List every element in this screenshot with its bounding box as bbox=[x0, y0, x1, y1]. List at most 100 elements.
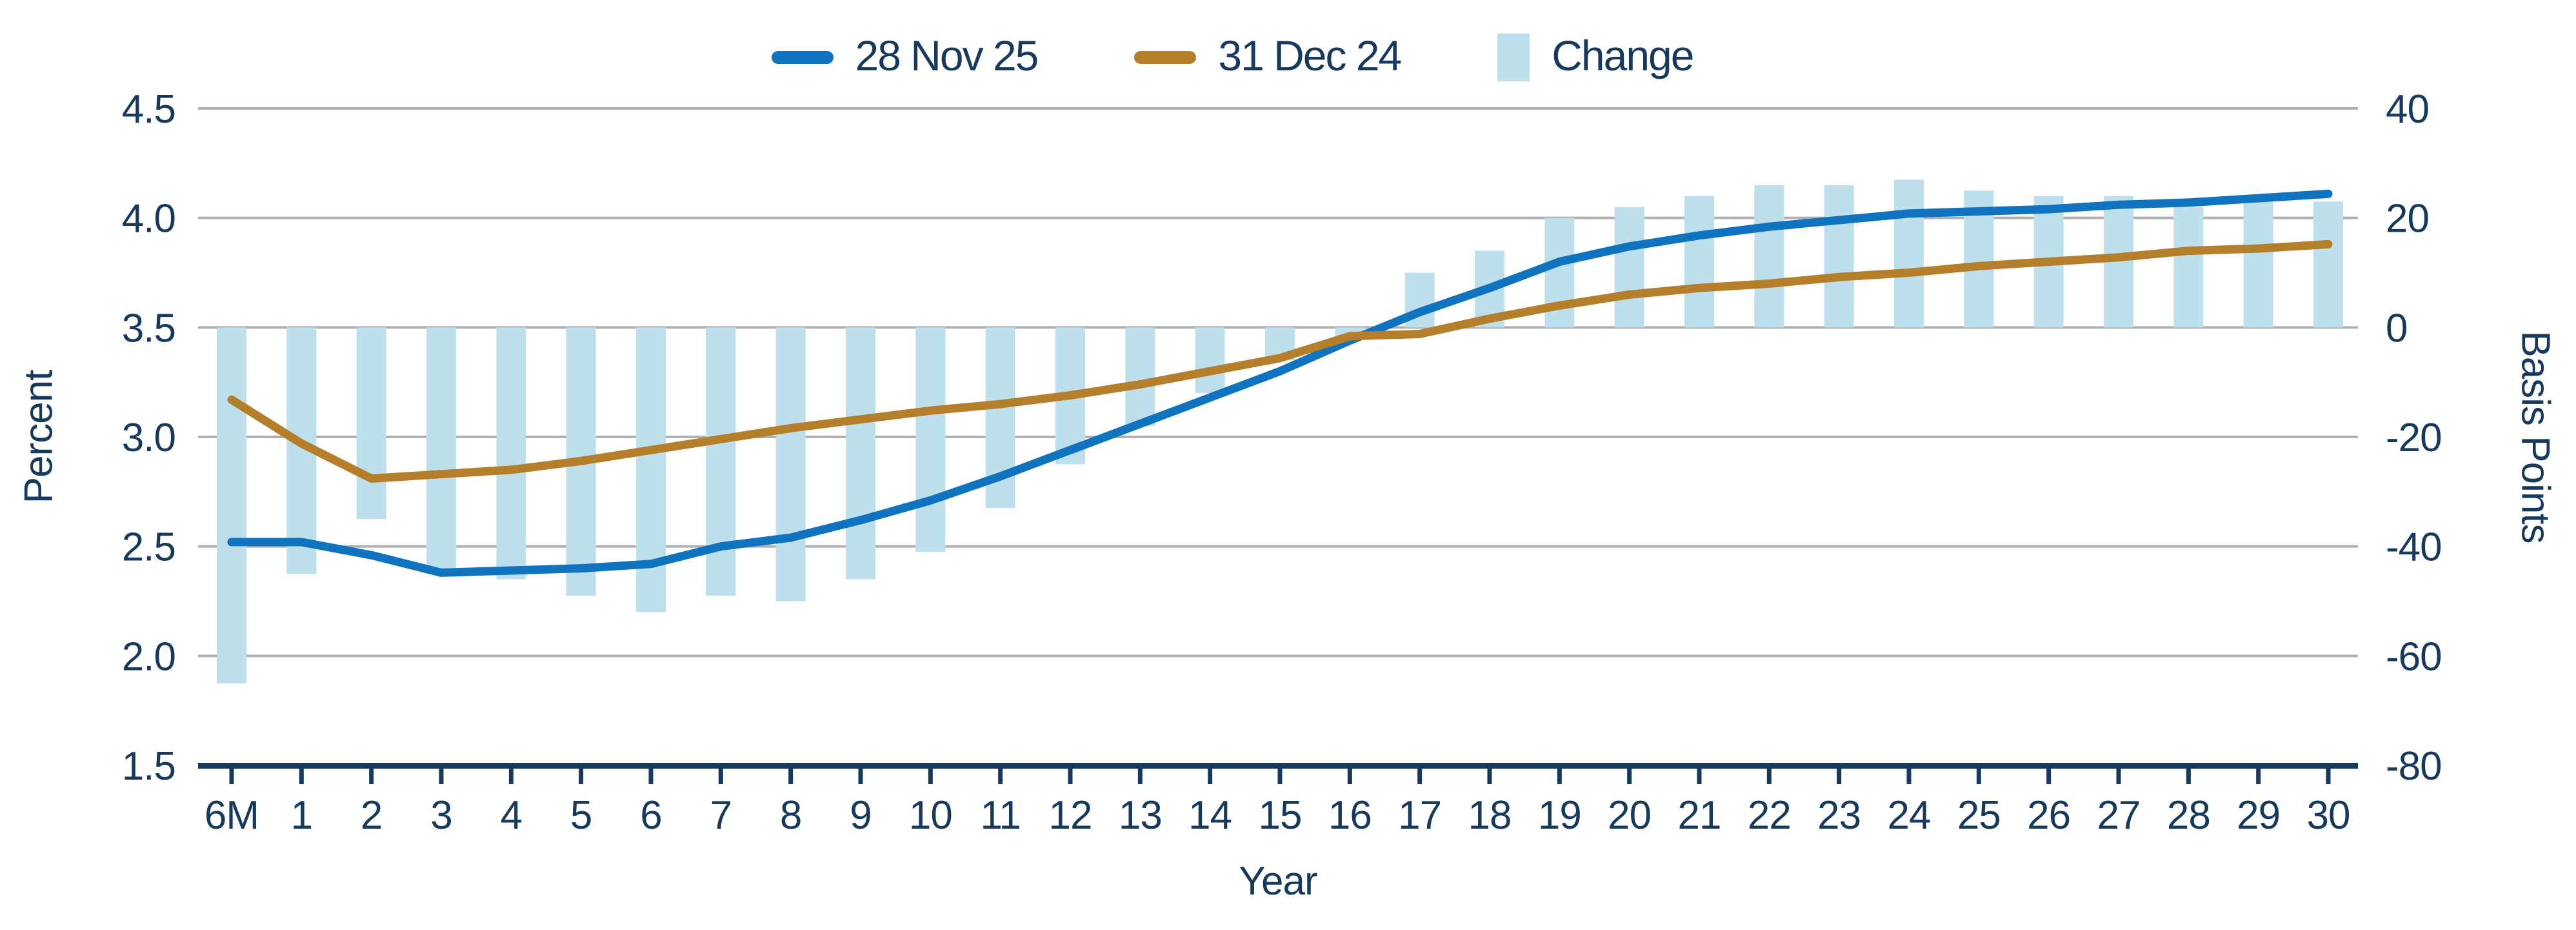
change-bar bbox=[496, 327, 526, 580]
x-tick-label: 30 bbox=[2307, 793, 2350, 838]
x-tick-label: 7 bbox=[710, 793, 732, 838]
change-bar bbox=[2173, 207, 2204, 328]
change-bar bbox=[706, 327, 736, 596]
change-bar bbox=[1195, 327, 1225, 394]
change-bar bbox=[356, 327, 386, 520]
change-bar bbox=[775, 327, 806, 601]
left-axis-tick-label: 4.0 bbox=[122, 197, 175, 241]
x-tick-label: 20 bbox=[1608, 793, 1651, 838]
x-tick-label: 15 bbox=[1259, 793, 1302, 838]
x-tick-mark bbox=[508, 769, 514, 784]
x-tick-label: 27 bbox=[2097, 793, 2141, 838]
x-tick-label: 13 bbox=[1119, 793, 1162, 838]
legend-line-swatch-31-dec-24 bbox=[1134, 51, 1197, 64]
x-tick-label: 3 bbox=[430, 793, 452, 838]
x-tick-mark bbox=[1837, 769, 1842, 784]
right-axis-title: Basis Points bbox=[2513, 330, 2558, 543]
x-tick-mark bbox=[2116, 769, 2121, 784]
right-axis-tick-label: 0 bbox=[2386, 306, 2407, 350]
x-axis-line bbox=[198, 763, 2358, 769]
x-tick-label: 2 bbox=[361, 793, 382, 838]
change-bar bbox=[846, 327, 875, 580]
x-tick-mark bbox=[928, 769, 933, 784]
x-tick-mark bbox=[1208, 769, 1213, 784]
x-tick-mark bbox=[1627, 769, 1632, 784]
x-tick-mark bbox=[1347, 769, 1352, 784]
x-tick-mark bbox=[2186, 769, 2191, 784]
x-tick-label: 29 bbox=[2237, 793, 2280, 838]
change-bar bbox=[1614, 207, 1644, 328]
x-tick-mark bbox=[2326, 769, 2331, 784]
x-tick-label: 10 bbox=[909, 793, 952, 838]
x-tick-label: 25 bbox=[1957, 793, 2001, 838]
left-axis-tick-label: 3.5 bbox=[122, 306, 175, 350]
x-tick-label: 21 bbox=[1678, 793, 1721, 838]
x-tick-label: 1 bbox=[291, 793, 312, 838]
x-tick-mark bbox=[648, 769, 654, 784]
change-bar bbox=[2313, 201, 2343, 328]
line-28-nov-25 bbox=[227, 189, 2333, 577]
x-tick-label: 24 bbox=[1888, 793, 1931, 838]
x-tick-label: 19 bbox=[1538, 793, 1581, 838]
change-bar bbox=[426, 327, 456, 574]
x-tick-label: 22 bbox=[1748, 793, 1791, 838]
x-tick-mark bbox=[1766, 769, 1772, 784]
x-tick-mark bbox=[1417, 769, 1423, 784]
x-tick-mark bbox=[1487, 769, 1492, 784]
x-tick-label: 5 bbox=[570, 793, 592, 838]
right-axis-tick-label: -80 bbox=[2386, 744, 2442, 789]
x-tick-label: 12 bbox=[1049, 793, 1092, 838]
x-tick-mark bbox=[229, 769, 234, 784]
x-tick-mark bbox=[1906, 769, 1912, 784]
x-tick-mark bbox=[439, 769, 444, 784]
x-tick-mark bbox=[1068, 769, 1073, 784]
x-tick-mark bbox=[2046, 769, 2052, 784]
change-bar bbox=[2243, 201, 2273, 328]
x-tick-mark bbox=[1697, 769, 1702, 784]
left-axis-tick-label: 2.0 bbox=[122, 634, 175, 679]
x-tick-label: 18 bbox=[1468, 793, 1512, 838]
x-tick-mark bbox=[2256, 769, 2261, 784]
x-tick-label: 16 bbox=[1328, 793, 1372, 838]
x-tick-label: 26 bbox=[2027, 793, 2070, 838]
x-axis-title: Year bbox=[1239, 859, 1317, 904]
x-tick-mark bbox=[1557, 769, 1562, 784]
x-tick-mark bbox=[579, 769, 584, 784]
x-tick-label: 8 bbox=[780, 793, 801, 838]
legend-label-31-dec-24: 31 Dec 24 bbox=[1218, 32, 1402, 79]
x-tick-label: 11 bbox=[980, 793, 1020, 838]
left-axis-tick-label: 2.5 bbox=[122, 525, 175, 570]
x-tick-mark bbox=[858, 769, 863, 784]
chart-legend: 28 Nov 25 31 Dec 24 Change bbox=[0, 22, 2464, 93]
x-tick-mark bbox=[1137, 769, 1143, 784]
x-tick-mark bbox=[299, 769, 304, 784]
change-bar bbox=[636, 327, 666, 612]
left-axis-title: Percent bbox=[16, 370, 61, 504]
x-tick-mark bbox=[369, 769, 374, 784]
line-31-dec-24 bbox=[227, 239, 2333, 483]
legend-label-28-nov-25: 28 Nov 25 bbox=[855, 32, 1039, 79]
legend-label-change: Change bbox=[1552, 32, 1694, 79]
x-tick-label: 28 bbox=[2167, 793, 2210, 838]
right-axis-tick-label: 20 bbox=[2386, 197, 2429, 241]
right-axis-tick-label: -60 bbox=[2386, 634, 2442, 679]
legend-item-change: Change bbox=[1497, 32, 1694, 81]
legend-bar-swatch-change bbox=[1497, 34, 1530, 81]
left-axis-tick-label: 1.5 bbox=[122, 744, 175, 789]
right-axis-tick-label: -20 bbox=[2386, 416, 2442, 460]
change-bar bbox=[1754, 185, 1784, 328]
x-tick-label: 14 bbox=[1188, 793, 1232, 838]
legend-item-31-dec-24: 31 Dec 24 bbox=[1134, 32, 1402, 81]
x-tick-mark bbox=[788, 769, 794, 784]
change-bar bbox=[1894, 179, 1924, 328]
x-tick-mark bbox=[1976, 769, 1981, 784]
x-tick-label: 6M bbox=[205, 793, 259, 838]
change-bar bbox=[217, 327, 246, 683]
x-tick-mark bbox=[718, 769, 723, 784]
change-bar bbox=[915, 327, 946, 552]
legend-line-swatch-28-nov-25 bbox=[771, 51, 834, 64]
right-axis-tick-label: -40 bbox=[2386, 525, 2442, 570]
x-tick-mark bbox=[998, 769, 1003, 784]
